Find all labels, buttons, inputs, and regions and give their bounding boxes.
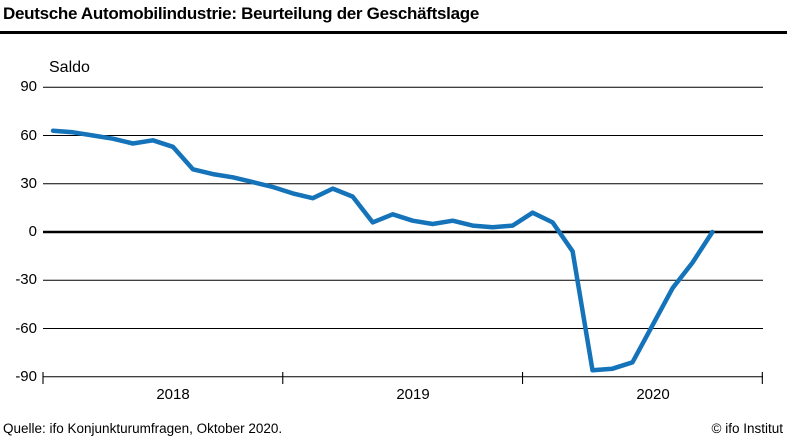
page-title: Deutsche Automobilindustrie: Beurteilung… [3,4,479,23]
title-underline [0,31,787,34]
series-geschaeftslage-line [50,128,715,373]
y-axis-title: Saldo [49,59,90,76]
y-axis-tick-label: -90 [15,368,37,385]
y-axis-tick-label: -30 [15,271,37,288]
x-axis-year-label: 2020 [636,386,670,403]
y-axis-tick-label: -60 [15,320,37,337]
source-note: Quelle: ifo Konjunkturumfragen, Oktober … [3,421,283,436]
y-axis-tick-label: 60 [20,127,37,144]
copyright-note: © ifo Institut [711,421,783,436]
y-axis-tick-label: 90 [20,78,37,95]
x-axis-year-label: 2018 [156,386,190,403]
y-axis-tick-label: 0 [28,223,37,240]
y-axis-tick-label: 30 [20,175,37,192]
x-axis-year-label: 2019 [396,386,430,403]
